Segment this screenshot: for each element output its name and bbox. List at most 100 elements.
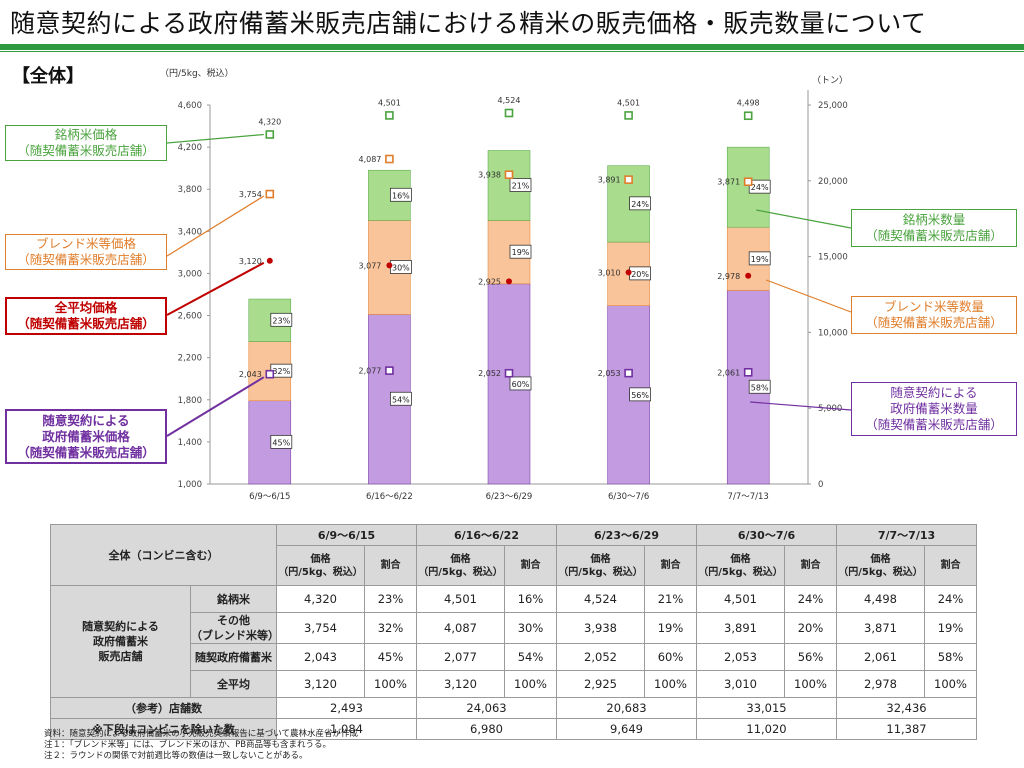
table-cell: 54%	[504, 643, 557, 671]
price-marker-blend	[743, 177, 753, 187]
share-label: 30%	[392, 263, 410, 272]
table-cell: 23%	[364, 585, 417, 613]
leader-brand-price	[166, 133, 264, 144]
share-label-box	[509, 178, 532, 192]
period-header: 7/7～7/13	[836, 524, 977, 546]
table-cell: 2,061	[836, 643, 925, 671]
store-count-excl-cell: 11,387	[836, 718, 977, 740]
callout-government-quantity-line3: （随契備蓄米販売店舗）	[865, 417, 1003, 432]
share-label: 60%	[512, 380, 530, 389]
price-column-header: 価格 （円/5kg、税込）	[276, 545, 365, 586]
callout-brand-price-line1: 銘柄米価格	[54, 127, 118, 142]
share-label: 24%	[631, 200, 649, 209]
right-axis-title: （トン）	[812, 75, 848, 86]
price-label-blend: 3,938	[478, 171, 501, 180]
table-cell: 20%	[784, 612, 837, 644]
table-cell: 4,501	[416, 585, 505, 613]
table-cell: 19%	[644, 612, 697, 644]
price-marker-gov	[504, 368, 514, 378]
left-axis-title: （円/5kg、税込）	[160, 67, 234, 79]
right-tick-label: 15,000	[818, 253, 848, 263]
leader-blend-price	[166, 195, 265, 257]
price-marker-blend	[385, 154, 394, 164]
price-label-brand: 4,498	[737, 99, 760, 108]
x-tick-label: 7/7～7/13	[728, 492, 769, 502]
price-column-header: 価格 （円/5kg、税込）	[836, 545, 925, 586]
table-row-stores: （参考）店舗数 2,493 24,063 20,683 33,015 32,43…	[50, 697, 977, 719]
table-cell: 56%	[784, 643, 837, 671]
share-label: 23%	[272, 316, 290, 325]
price-label-brand: 4,501	[617, 98, 640, 107]
table-cell: 2,052	[556, 643, 645, 671]
left-tick-label: 3,800	[178, 185, 202, 195]
price-marker-brand	[743, 111, 753, 121]
table-cell: 4,501	[696, 585, 785, 613]
store-group-header: 随意契約による 政府備蓄米 販売店舗	[50, 585, 191, 698]
leader-government-price	[166, 376, 265, 437]
price-marker-blend	[504, 170, 514, 179]
share-label-box	[509, 244, 532, 259]
period-header: 6/9～6/15	[276, 524, 417, 546]
share-column-header: 割合	[924, 545, 977, 586]
leader-average-price	[166, 261, 265, 316]
price-column-header: 価格 （円/5kg、税込）	[696, 545, 785, 586]
table-cell: 60%	[644, 643, 697, 671]
price-marker-brand	[265, 130, 275, 139]
store-count-excl-cell: 11,020	[696, 718, 837, 740]
share-label: 24%	[751, 183, 769, 192]
table-cell: 2,053	[696, 643, 785, 671]
store-count-excl-label: ※下段はコンビニを除いた数	[50, 718, 277, 740]
row-label: 銘柄米	[190, 585, 277, 613]
table-cell: 58%	[924, 643, 977, 671]
table-cell: 4,524	[556, 585, 645, 613]
price-marker-avg	[745, 272, 752, 279]
store-count-cell: 2,493	[276, 697, 417, 719]
price-marker-blend	[624, 175, 633, 184]
share-column-header: 割合	[504, 545, 557, 586]
price-marker-brand	[624, 111, 633, 120]
footnotes: 資料：随意契約による政府備蓄米の小売販売実績報告に基づいて農林水産省が作成 注１…	[44, 729, 358, 762]
footnote-1: 注１：「ブレンド米等」には、ブレンド米のほか、PB商品等も含まれうる。	[44, 740, 332, 750]
price-label-blend: 3,754	[239, 190, 262, 199]
x-tick-label: 6/9～6/15	[249, 492, 290, 502]
share-label: 32%	[272, 367, 290, 376]
callout-blend-price-line2: （随契備蓄米販売店舗）	[17, 252, 155, 267]
share-label: 54%	[392, 395, 410, 404]
table-cell: 19%	[924, 612, 977, 644]
share-label: 19%	[512, 248, 530, 257]
leader-blend-quantity	[765, 279, 852, 313]
table-cell: 24%	[784, 585, 837, 613]
table-cell: 3,938	[556, 612, 645, 644]
table-cell: 100%	[784, 670, 837, 698]
table-cell: 2,978	[836, 670, 925, 698]
store-count-cell: 20,683	[556, 697, 697, 719]
callout-blend-quantity: ブレンド米等数量 （随契備蓄米販売店舗）	[851, 296, 1017, 334]
callout-government-price-line3: （随契備蓄米販売店舗）	[17, 445, 155, 460]
table-cell: 2,043	[276, 643, 365, 671]
right-tick-label: 5,000	[818, 404, 842, 414]
table-row: その他 （ブレンド米等） 3,754 32% 4,087 30% 3,938 19…	[51, 612, 977, 644]
period-header: 6/30～7/6	[696, 524, 837, 546]
share-label: 45%	[272, 438, 290, 447]
store-count-cell: 33,015	[696, 697, 837, 719]
section-label: 【全体】	[12, 66, 84, 87]
share-label-box	[270, 312, 293, 327]
share-label: 58%	[751, 383, 769, 392]
callout-government-quantity-line1: 随意契約による	[890, 385, 978, 400]
price-label-gov: 2,053	[598, 369, 621, 378]
callout-government-quantity: 随意契約による 政府備蓄米数量 （随契備蓄米販売店舗）	[851, 382, 1017, 436]
share-column-header: 割合	[644, 545, 697, 586]
share-label: 21%	[512, 181, 530, 190]
price-label-gov: 2,061	[717, 368, 740, 377]
price-label-blend: 3,891	[598, 176, 621, 185]
bar-segment-gov	[368, 314, 411, 485]
price-marker-avg	[266, 257, 273, 264]
row-label: 随契政府備蓄米	[190, 643, 277, 671]
table-header-row: 全体（コンビニ含む） 6/9～6/15 6/16～6/22 6/23～6/29 …	[50, 524, 977, 586]
left-tick-label: 1,000	[178, 480, 202, 490]
callout-government-quantity-line2: 政府備蓄米数量	[890, 401, 978, 416]
price-label-brand: 4,501	[378, 98, 401, 107]
table-cell: 32%	[364, 612, 417, 644]
price-quantity-chart: 1,000 1,400 1,800 2,200 2,600 3,000 3,400 3,800…	[160, 67, 852, 502]
price-marker-brand	[504, 108, 514, 118]
